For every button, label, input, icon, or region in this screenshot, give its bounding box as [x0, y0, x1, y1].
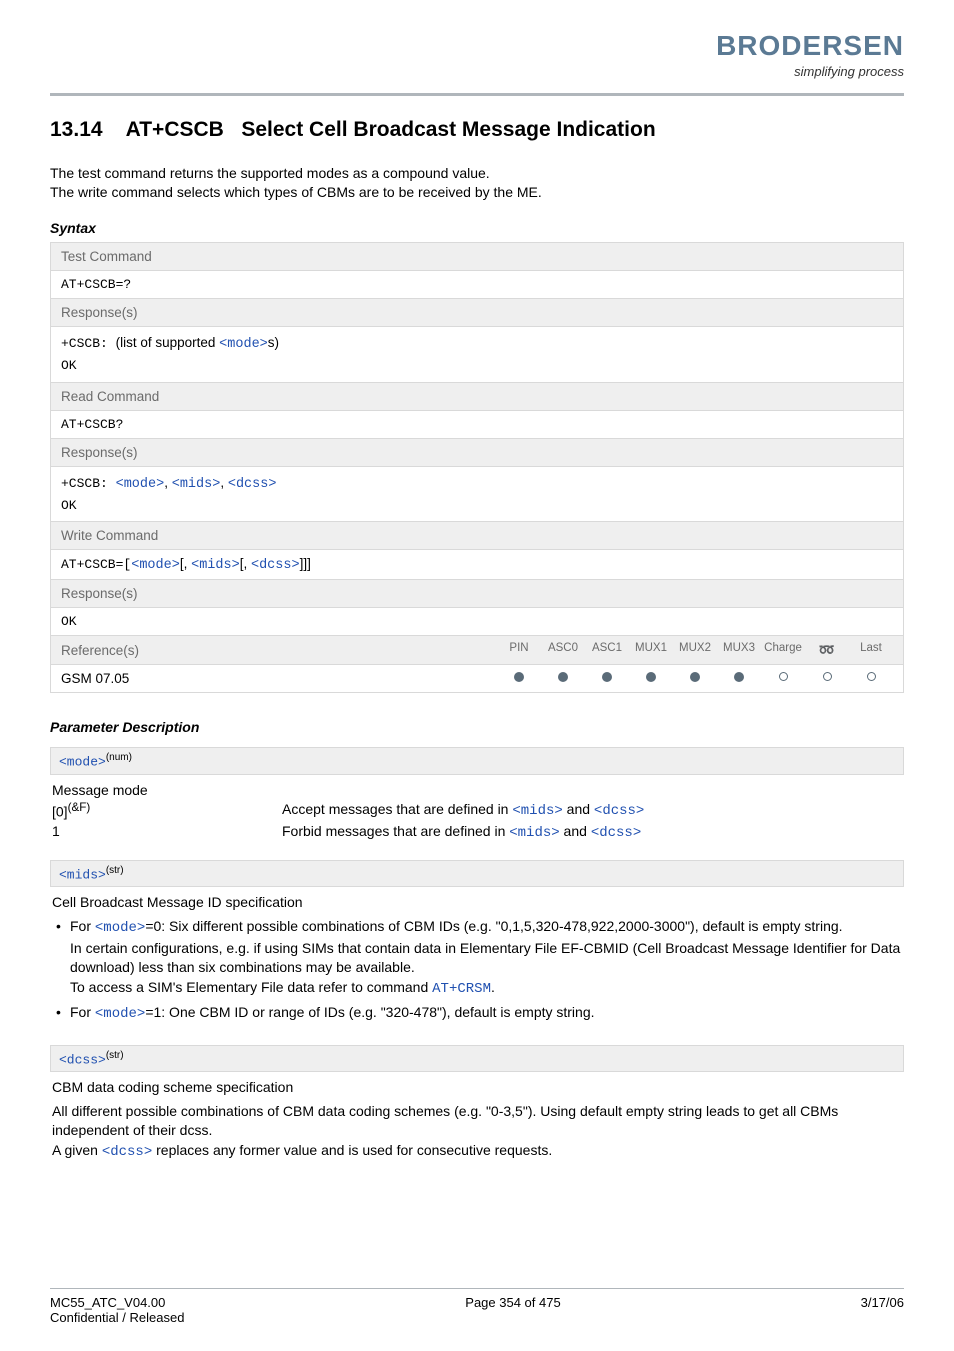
- mode-row1-key: 1: [52, 822, 282, 844]
- mode-sup: (num): [106, 752, 132, 763]
- mode-title: Message mode: [52, 781, 902, 801]
- mode-row1-val: Forbid messages that are defined in <mid…: [282, 822, 902, 844]
- responses-header: Response(s): [51, 298, 903, 326]
- brand-tagline: simplifying process: [794, 64, 904, 79]
- page-title: 13.14 AT+CSCB Select Cell Broadcast Mess…: [50, 118, 904, 142]
- resp-suffix: s): [268, 335, 279, 350]
- dcss-body: CBM data coding scheme specification All…: [50, 1072, 904, 1166]
- crsm-link[interactable]: AT+CRSM: [432, 981, 491, 997]
- ref-dots: [411, 672, 893, 685]
- dot-ring: [805, 672, 849, 685]
- ok-text: OK: [61, 498, 77, 513]
- title-cmd: AT+CSCB: [126, 118, 224, 141]
- dot-mux3: [717, 672, 761, 685]
- intro-line: The test command returns the supported m…: [50, 164, 904, 183]
- write-suffix: ]]]: [300, 556, 311, 571]
- col-asc0: ASC0: [541, 642, 585, 658]
- col-mux2: MUX2: [673, 642, 717, 658]
- footer-left: MC55_ATC_V04.00: [50, 1295, 165, 1310]
- read-command: AT+CSCB?: [51, 410, 903, 438]
- mids-bullet-1: • For <mode>=0: Six different possible c…: [56, 917, 902, 999]
- write-command: AT+CSCB=[<mode>[, <mids>[, <dcss>]]]: [51, 549, 903, 579]
- mids-body: Cell Broadcast Message ID specification …: [50, 887, 904, 1033]
- sep: [,: [180, 556, 191, 571]
- write-prefix: AT+CSCB=[: [61, 557, 131, 572]
- responses-header: Response(s): [51, 438, 903, 466]
- mids-param-header: <mids>(str): [50, 860, 904, 887]
- dcss-sup: (str): [106, 1050, 124, 1061]
- brand-logo: BRODERSEN: [716, 30, 904, 62]
- sep: [,: [240, 556, 251, 571]
- dot-last: [849, 672, 893, 685]
- dcss-line2: A given <dcss> replaces any former value…: [52, 1141, 902, 1163]
- read-response: +CSCB: <mode>, <mids>, <dcss> OK: [51, 466, 903, 522]
- mids-title: Cell Broadcast Message ID specification: [52, 893, 902, 913]
- reference-value-row: GSM 07.05: [51, 664, 903, 692]
- test-response: +CSCB: (list of supported <mode>s) OK: [51, 326, 903, 382]
- mode-row0-key: [0](&F): [52, 800, 282, 822]
- footer-right: 3/17/06: [861, 1295, 904, 1310]
- mids-tag: <mids>: [59, 867, 106, 882]
- mode-param: <mode>: [219, 337, 268, 352]
- header-divider: [50, 93, 904, 96]
- resp-text: (list of supported: [116, 335, 220, 350]
- footer-center: Page 354 of 475: [465, 1295, 560, 1310]
- read-command-header: Read Command: [51, 382, 903, 410]
- dot-asc0: [541, 672, 585, 685]
- syntax-box: Test Command AT+CSCB=? Response(s) +CSCB…: [50, 242, 904, 694]
- reference-header-row: Reference(s) PIN ASC0 ASC1 MUX1 MUX2 MUX…: [51, 635, 903, 664]
- mids-sup: (str): [106, 865, 124, 876]
- col-asc1: ASC1: [585, 642, 629, 658]
- dot-charge: [761, 672, 805, 685]
- dot-mux2: [673, 672, 717, 685]
- ring-icon: ➿: [805, 642, 849, 658]
- col-mux3: MUX3: [717, 642, 761, 658]
- dcss-param-header: <dcss>(str): [50, 1045, 904, 1072]
- header: BRODERSEN simplifying process: [50, 30, 904, 87]
- col-pin: PIN: [497, 642, 541, 658]
- mode-tag: <mode>: [59, 755, 106, 770]
- dcss-param: <dcss>: [251, 558, 300, 573]
- mode-row0-val: Accept messages that are defined in <mid…: [282, 800, 902, 822]
- resp-prefix: +CSCB:: [61, 476, 116, 491]
- param-desc-heading: Parameter Description: [50, 719, 904, 735]
- dot-pin: [497, 672, 541, 685]
- dcss-title: CBM data coding scheme specification: [52, 1078, 902, 1098]
- mode-body: Message mode [0](&F) Accept messages tha…: [50, 775, 904, 848]
- dot-asc1: [585, 672, 629, 685]
- section-number: 13.14: [50, 118, 103, 141]
- write-response: OK: [51, 607, 903, 635]
- syntax-heading: Syntax: [50, 220, 904, 236]
- ok-text: OK: [61, 358, 77, 373]
- mids-param: <mids>: [191, 558, 240, 573]
- test-command-header: Test Command: [51, 242, 903, 270]
- reference-value: GSM 07.05: [61, 671, 411, 686]
- title-desc: Select Cell Broadcast Message Indication: [241, 118, 655, 141]
- dcss-line1: All different possible combinations of C…: [52, 1102, 902, 1141]
- col-last: Last: [849, 642, 893, 658]
- col-charge: Charge: [761, 642, 805, 658]
- mids-param: <mids>: [172, 477, 221, 492]
- mids-bullet-2: • For <mode>=1: One CBM ID or range of I…: [56, 1003, 902, 1025]
- resp-prefix: +CSCB:: [61, 336, 116, 351]
- page-footer: MC55_ATC_V04.00 Page 354 of 475 3/17/06 …: [50, 1288, 904, 1325]
- dcss-tag: <dcss>: [59, 1052, 106, 1067]
- footer-left2: Confidential / Released: [50, 1310, 904, 1325]
- mode-param: <mode>: [131, 558, 180, 573]
- intro-text: The test command returns the supported m…: [50, 164, 904, 202]
- col-mux1: MUX1: [629, 642, 673, 658]
- dcss-param: <dcss>: [228, 477, 277, 492]
- write-command-header: Write Command: [51, 521, 903, 549]
- reference-label: Reference(s): [61, 643, 411, 658]
- ref-column-headers: PIN ASC0 ASC1 MUX1 MUX2 MUX3 Charge ➿ La…: [411, 642, 893, 658]
- footer-divider: [50, 1288, 904, 1289]
- dot-mux1: [629, 672, 673, 685]
- mode-param: <mode>: [116, 477, 165, 492]
- responses-header: Response(s): [51, 579, 903, 607]
- mode-param-header: <mode>(num): [50, 747, 904, 774]
- intro-line: The write command selects which types of…: [50, 183, 904, 202]
- test-command: AT+CSCB=?: [51, 270, 903, 298]
